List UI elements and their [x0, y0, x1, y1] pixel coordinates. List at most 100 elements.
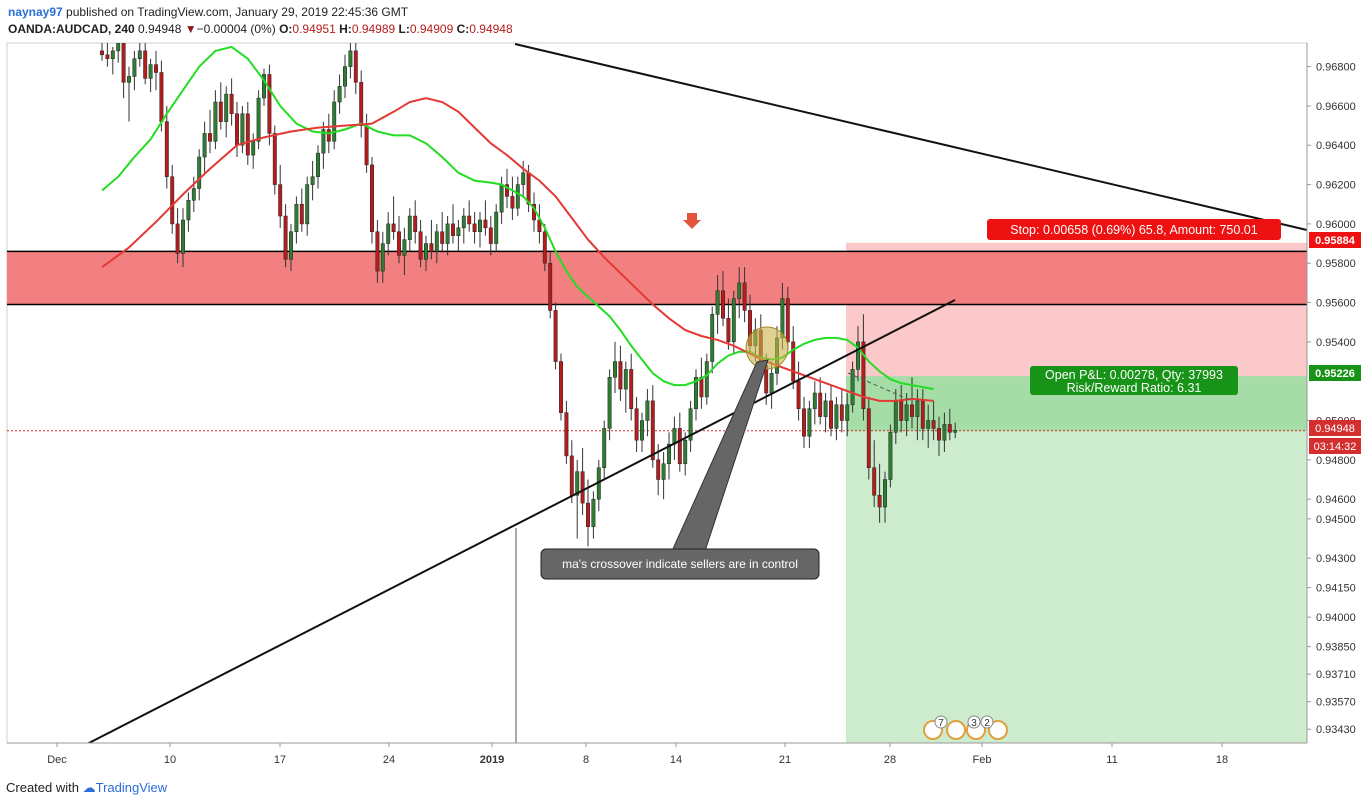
badge-count: 7	[938, 718, 944, 729]
candle-body	[143, 50, 148, 79]
stop-label-bg	[987, 219, 1281, 240]
risk-reward-label: Risk/Reward Ratio: 6.31	[1067, 381, 1202, 395]
candle-body	[602, 428, 607, 468]
candle-body	[947, 424, 952, 433]
flag-icon[interactable]	[946, 720, 966, 740]
candle-body	[580, 471, 585, 504]
high-label: H:	[339, 22, 352, 36]
time-tick-label: 11	[1106, 754, 1117, 766]
candle-body	[677, 428, 682, 465]
candle-body	[931, 420, 936, 429]
candle-body	[245, 113, 250, 156]
candle-body	[224, 93, 229, 122]
uptrend-line[interactable]	[85, 299, 956, 745]
candle-body	[953, 430, 958, 433]
candle-body	[823, 400, 828, 417]
candle-body	[267, 74, 272, 134]
candle-body	[694, 377, 698, 409]
price-tick-label: 0.95800	[1316, 258, 1356, 270]
time-axis[interactable]: Dec 10 17 24 2019 8 14 21 28 Feb 11 18	[7, 742, 1307, 766]
time-tick-label: Feb	[973, 754, 992, 766]
last-price-tag	[1309, 420, 1361, 436]
candle-body	[407, 215, 412, 240]
brand-name: TradingView	[95, 780, 168, 795]
down-arrow-icon: ▼	[184, 22, 197, 36]
time-tick-label: 2019	[480, 754, 504, 766]
candle-body	[110, 50, 115, 59]
open-value: 0.94951	[292, 22, 336, 36]
candle-body	[461, 215, 466, 229]
candle-body	[283, 215, 288, 260]
candle-body	[672, 428, 677, 445]
badge-count-bg	[967, 715, 981, 729]
moving-average-line	[101, 45, 934, 391]
time-tick-label: 8	[583, 754, 589, 766]
created-with-text: Created with	[6, 780, 79, 795]
candle-body	[861, 341, 866, 409]
candle-body	[515, 184, 520, 209]
sell-arrow-icon	[683, 213, 701, 229]
candle-body	[715, 290, 720, 315]
candle-body	[229, 93, 234, 115]
candle-body	[132, 58, 137, 77]
candle-body	[294, 203, 299, 233]
candle-body	[629, 369, 634, 409]
candle-body	[218, 101, 223, 122]
candle-body	[235, 113, 239, 146]
candle-body	[926, 420, 931, 429]
candle-body	[559, 361, 563, 413]
candle-body	[650, 400, 655, 461]
candle-body	[467, 215, 472, 225]
candle-body	[364, 125, 369, 166]
open-pnl-label: Open P&L: 0.00278, Qty: 37993	[1045, 368, 1223, 382]
price-axis[interactable]: 0.96800 0.96600 0.96400 0.96200 0.96000 0.958…	[1306, 43, 1356, 743]
event-badges[interactable]: 7 3 2	[923, 715, 1008, 740]
candle-body	[272, 133, 277, 185]
candle-body	[202, 133, 207, 158]
candle-body	[791, 341, 796, 382]
candle-body	[386, 223, 391, 244]
badge-count-bg	[980, 715, 994, 729]
price-tick-label: 0.94800	[1316, 455, 1356, 467]
candle-body	[326, 129, 331, 142]
candle-body	[893, 400, 898, 433]
candle-body	[553, 310, 558, 362]
candle-body	[100, 50, 104, 56]
candle-body	[769, 373, 774, 394]
candle-body	[634, 408, 639, 441]
tradingview-logo[interactable]: ☁TradingView	[82, 780, 168, 795]
candle-body	[213, 101, 218, 142]
candle-body	[391, 223, 396, 233]
candle-body	[742, 282, 747, 311]
candle-body	[343, 66, 347, 87]
callout[interactable]: ma's crossover indicate sellers are in c…	[540, 548, 820, 580]
candle-body	[154, 64, 158, 73]
price-tick-label: 0.96000	[1316, 219, 1356, 231]
candle-body	[440, 231, 445, 244]
candle-body	[656, 459, 661, 480]
countdown-value: 03:14:32	[1314, 441, 1357, 453]
candle-body	[348, 50, 353, 67]
candle-body	[472, 223, 477, 233]
publish-info: naynay97 published on TradingView.com, J…	[8, 5, 408, 19]
target-label-bg	[1030, 366, 1238, 395]
downtrend-line[interactable]	[514, 43, 1307, 231]
candle-body	[127, 76, 131, 83]
candle-body	[181, 219, 185, 254]
crossover-highlight[interactable]	[745, 326, 789, 370]
candle-body	[299, 203, 304, 225]
candle-body	[240, 113, 245, 146]
candle-body	[726, 318, 731, 343]
candle-body	[116, 43, 121, 52]
candle-body	[434, 231, 439, 252]
flag-icon[interactable]	[988, 720, 1008, 740]
author-name[interactable]: naynay97	[8, 5, 63, 19]
price-tick-label: 0.94150	[1316, 583, 1356, 595]
candle-body	[877, 494, 882, 508]
price-tick-label: 0.95600	[1316, 298, 1356, 310]
publish-date: published on TradingView.com, January 29…	[66, 5, 409, 19]
candle-body	[829, 400, 833, 429]
candle-body	[667, 443, 671, 465]
time-tick-label: 14	[670, 754, 682, 766]
